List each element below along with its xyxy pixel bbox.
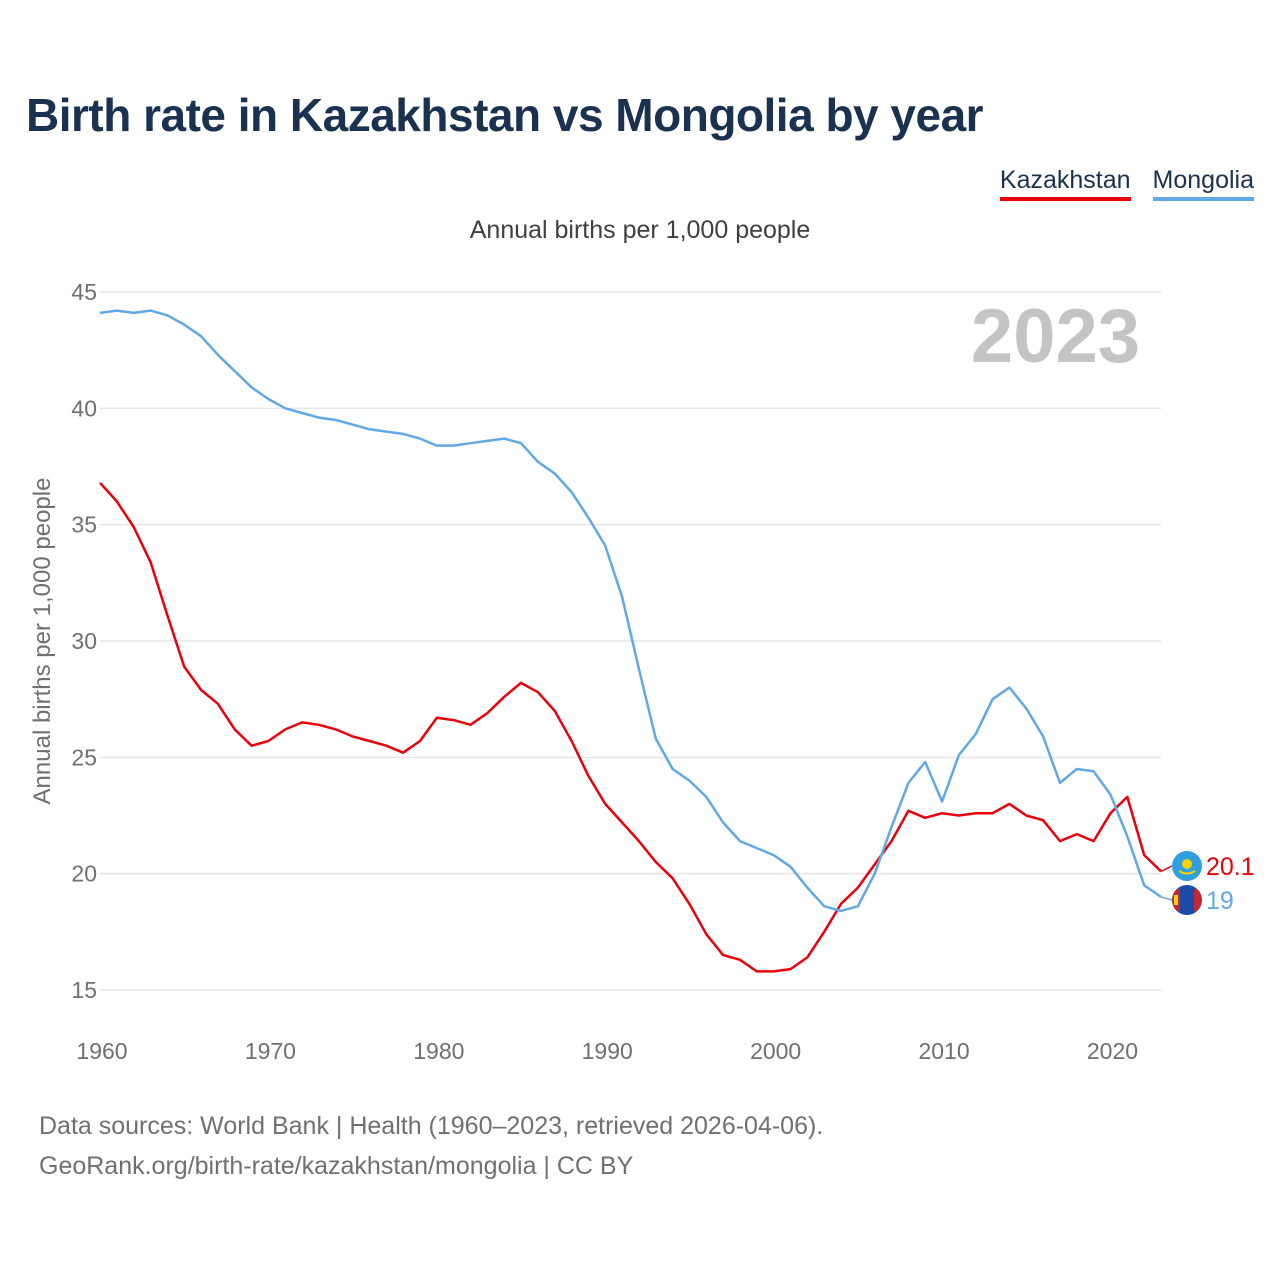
x-axis-ticks: 1960 1970 1980 1990 2000 2010 2020 (76, 1038, 1138, 1064)
y-tick-label-15: 15 (71, 977, 97, 1003)
end-connector-kazakhstan (1160, 865, 1173, 873)
x-tick-label-1990: 1990 (582, 1038, 633, 1064)
footer-link[interactable]: GeoRank.org/birth-rate/kazakhstan/mongol… (39, 1152, 634, 1180)
legend-item-kazakhstan[interactable]: Kazakhstan (999, 166, 1131, 201)
y-axis-label: Annual births per 1,000 people (29, 478, 56, 805)
flag-icon-kazakhstan (1172, 851, 1202, 881)
y-tick-label-30: 30 (71, 628, 97, 654)
end-labels: 20.1 19 (1160, 851, 1255, 915)
legend-item-mongolia[interactable]: Mongolia (1152, 166, 1254, 201)
y-tick-label-20: 20 (71, 861, 97, 887)
x-tick-label-2010: 2010 (918, 1038, 969, 1064)
x-tick-label-1970: 1970 (245, 1038, 296, 1064)
y-tick-label-35: 35 (71, 512, 97, 538)
flag-eagle-icon (1178, 870, 1196, 875)
chart-subtitle: Annual births per 1,000 people (469, 216, 811, 244)
y-tick-label-40: 40 (71, 395, 97, 421)
x-tick-label-1980: 1980 (413, 1038, 464, 1064)
series-line-kazakhstan (99, 481, 1162, 973)
series-line-mongolia (99, 309, 1162, 913)
x-tick-label-2020: 2020 (1087, 1038, 1138, 1064)
flag-icon-mongolia (1172, 885, 1202, 915)
flag-sun-icon (1182, 859, 1192, 869)
chart-title: Birth rate in Kazakhstan vs Mongolia by … (26, 89, 984, 141)
y-tick-label-25: 25 (71, 744, 97, 770)
legend: Kazakhstan Mongolia (999, 166, 1254, 201)
flag-right-band (1194, 889, 1202, 911)
flag-soyombo-icon (1174, 895, 1178, 905)
end-label-kazakhstan: 20.1 (1206, 853, 1255, 881)
y-tick-label-45: 45 (71, 279, 97, 305)
grid-lines (100, 291, 1161, 991)
series-lines (99, 309, 1162, 973)
footer: Data sources: World Bank | Health (1960–… (39, 1106, 823, 1186)
end-label-mongolia: 19 (1206, 887, 1234, 915)
end-connector-mongolia (1160, 896, 1173, 901)
footer-sources: Data sources: World Bank | Health (1960–… (39, 1112, 824, 1140)
y-axis-ticks: 15 20 25 30 35 40 45 (71, 279, 97, 1003)
x-tick-label-2000: 2000 (750, 1038, 801, 1064)
year-watermark: 2023 (971, 294, 1140, 379)
line-chart: 15 20 25 30 35 40 45 1960 1970 1980 1990 2000 2010 2… (29, 279, 1255, 1064)
x-tick-label-1960: 1960 (76, 1038, 127, 1064)
